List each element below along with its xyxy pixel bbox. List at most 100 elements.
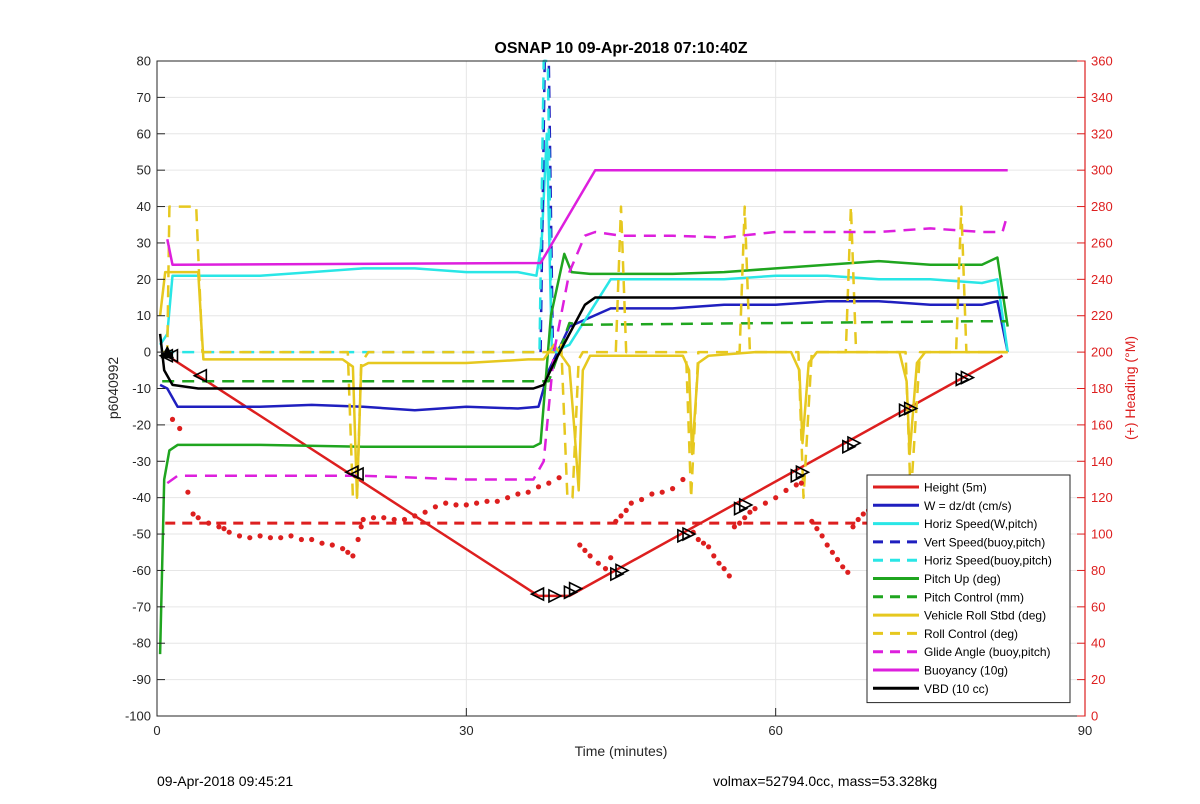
direction-marker: [790, 468, 806, 484]
heading-point: [391, 516, 397, 523]
heading-point: [370, 515, 377, 521]
footer-timestamp: 09-Apr-2018 09:45:21: [157, 773, 294, 789]
heading-point: [556, 475, 562, 481]
heading-point: [716, 560, 722, 566]
axes: 0 30 60 9080706050403020100-10-20-30-40-50-…: [125, 54, 1113, 739]
heading-point: [742, 515, 748, 521]
heading-point: [618, 513, 624, 519]
heading-point: [288, 533, 294, 539]
heading-point: [525, 489, 531, 495]
y-tick-label-left: 10: [137, 308, 151, 323]
heading-point: [401, 516, 408, 523]
direction-marker: [733, 501, 749, 516]
y-tick-label-right: 360: [1091, 54, 1113, 69]
y-tick-label-left: 50: [137, 163, 151, 178]
y-tick-label-right: 160: [1091, 417, 1113, 432]
heading-point: [221, 526, 227, 532]
y-tick-label-left: -40: [132, 490, 151, 505]
series-line: [158, 296, 1008, 390]
heading-point: [309, 536, 315, 543]
y-tick-label-left: 30: [137, 235, 151, 250]
heading-point: [783, 487, 789, 493]
heading-point: [319, 540, 325, 546]
heading-point: [484, 498, 490, 504]
y-tick-label-right: 120: [1091, 490, 1113, 505]
y-tick-label-right: 340: [1091, 90, 1113, 105]
heading-point: [809, 518, 815, 524]
heading-point: [639, 496, 645, 503]
heading-point: [505, 495, 511, 501]
direction-marker: [349, 466, 364, 482]
y-tick-label-right: 0: [1091, 709, 1098, 724]
footer-volmax-mass: volmax=52794.0cc, mass=53.328kg: [713, 773, 938, 789]
heading-point: [515, 491, 521, 497]
legend-label: W = dz/dt (cm/s): [924, 499, 1012, 513]
direction-marker: [615, 563, 630, 578]
heading-point: [855, 516, 861, 523]
heading-point: [329, 542, 335, 548]
heading-point: [226, 529, 232, 535]
heading-point: [432, 504, 438, 510]
y-tick-label-left: 0: [144, 345, 151, 360]
heading-point: [247, 535, 253, 541]
y-tick-label-right: 240: [1091, 272, 1113, 287]
heading-point: [659, 489, 665, 495]
y-tick-label-right: 100: [1091, 527, 1113, 542]
series-line: [166, 220, 1007, 485]
heading-point: [752, 506, 758, 512]
heading-point: [613, 518, 619, 524]
y-tick-label-left: -60: [132, 563, 151, 578]
direction-marker: [960, 370, 976, 385]
y-tick-label-left: -90: [132, 672, 151, 687]
y-tick-label-right: 180: [1091, 381, 1113, 396]
legend-label: Vehicle Roll Stbd (deg): [924, 609, 1046, 623]
heading-point: [278, 535, 284, 541]
x-tick-label: 30: [459, 723, 473, 738]
y-tick-label-left: -70: [132, 599, 151, 614]
heading-point: [762, 500, 769, 506]
direction-marker: [563, 584, 579, 600]
direction-marker: [847, 435, 862, 451]
legend-label: Height (5m): [924, 481, 987, 495]
y-tick-label-left: -20: [132, 417, 151, 432]
direction-marker: [610, 566, 625, 582]
heading-point: [695, 536, 701, 543]
heading-point: [582, 547, 588, 554]
heading-point: [358, 524, 364, 530]
y-tick-label-right: 60: [1091, 599, 1105, 614]
y-tick-label-right: 300: [1091, 163, 1113, 178]
heading-point: [602, 566, 609, 572]
heading-point: [355, 536, 361, 543]
heading-point: [535, 484, 542, 490]
series-line: [159, 132, 1009, 354]
y-tick-label-left: -30: [132, 454, 151, 469]
heading-point: [185, 489, 191, 495]
heading-point: [731, 524, 738, 530]
heading-point: [587, 553, 593, 559]
y-tick-label-right: 320: [1091, 126, 1113, 141]
heading-point: [726, 573, 732, 579]
heading-point: [577, 542, 583, 548]
x-tick-label: 90: [1078, 723, 1092, 738]
direction-marker: [548, 588, 563, 604]
legend-label: VBD (10 cc): [924, 682, 989, 696]
heading-point: [381, 515, 387, 521]
heading-point: [814, 526, 820, 532]
direction-marker: [163, 348, 179, 364]
legend-label: Pitch Control (mm): [924, 590, 1024, 604]
heading-point: [680, 476, 686, 483]
direction-marker: [682, 526, 697, 542]
y-tick-label-right: 20: [1091, 672, 1105, 687]
y-tick-label-left: 70: [137, 90, 151, 105]
legend-label: Glide Angle (buoy,pitch): [924, 645, 1051, 659]
heading-point: [257, 533, 263, 539]
heading-point: [628, 500, 634, 506]
y-axis-label-left: p6040992: [105, 357, 121, 420]
heading-point: [340, 546, 346, 552]
direction-marker: [529, 586, 545, 602]
heading-point: [819, 533, 825, 539]
heading-point: [798, 480, 805, 486]
direction-marker: [192, 368, 208, 384]
heading-point: [494, 498, 500, 504]
